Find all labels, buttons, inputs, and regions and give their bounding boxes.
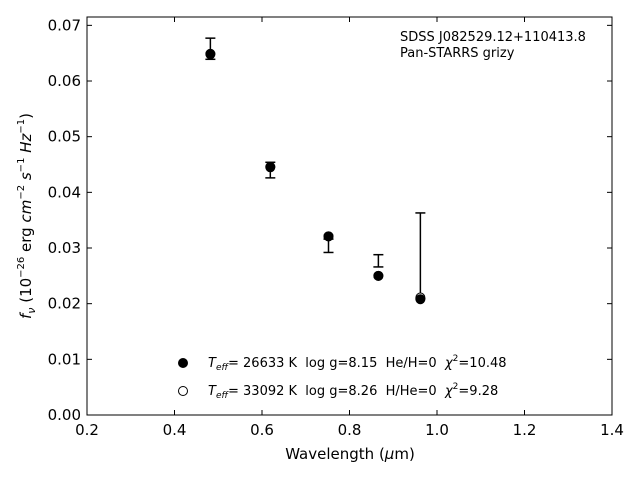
model-point-filled bbox=[265, 161, 276, 172]
object-name-annotation: SDSS J082529.12+110413.8 bbox=[400, 30, 586, 45]
y-axis-label: fν (10−26 erg cm−2 s−1 Hz−1) bbox=[16, 113, 38, 319]
y-tick-label: 0.07 bbox=[48, 16, 81, 34]
y-tick-label: 0.03 bbox=[48, 239, 81, 257]
x-tick-label: 1.4 bbox=[600, 421, 624, 439]
y-tick-label: 0.00 bbox=[48, 406, 81, 424]
y-tick-label: 0.02 bbox=[48, 295, 81, 313]
x-tick-label: 1.0 bbox=[425, 421, 449, 439]
survey-annotation: Pan-STARRS grizy bbox=[400, 46, 515, 61]
y-tick-label: 0.01 bbox=[48, 350, 81, 368]
x-tick-label: 0.8 bbox=[338, 421, 362, 439]
legend-entry-2: Teff= 33092 K log g=8.26 H/He=0 χ2=9.28 bbox=[208, 382, 498, 401]
y-tick-label: 0.04 bbox=[48, 183, 81, 201]
marks-layer bbox=[205, 37, 426, 305]
legend-marker-filled bbox=[178, 358, 188, 368]
x-tick-label: 0.4 bbox=[163, 421, 187, 439]
y-tick-label: 0.06 bbox=[48, 72, 81, 90]
model-point-filled bbox=[205, 48, 216, 59]
x-tick-label: 0.6 bbox=[250, 421, 274, 439]
legend-entry-1: Teff= 26633 K log g=8.15 He/H=0 χ2=10.48 bbox=[208, 354, 507, 373]
y-tick-label: 0.05 bbox=[48, 128, 81, 146]
x-tick-label: 0.2 bbox=[75, 421, 99, 439]
model-point-filled bbox=[373, 270, 384, 281]
legend: Teff= 26633 K log g=8.15 He/H=0 χ2=10.48… bbox=[178, 354, 507, 401]
x-axis-label: Wavelength (μm) bbox=[285, 445, 415, 463]
model-point-filled bbox=[323, 231, 334, 242]
plot-frame bbox=[86, 16, 613, 416]
legend-marker-open bbox=[178, 386, 188, 396]
ticks-layer: 0.2 0.4 0.6 0.8 1.0 1.2 1.4 0.00 0.01 0.02 0.03 0.0… bbox=[48, 16, 624, 439]
model-point-filled bbox=[415, 294, 426, 305]
x-tick-label: 1.2 bbox=[513, 421, 537, 439]
